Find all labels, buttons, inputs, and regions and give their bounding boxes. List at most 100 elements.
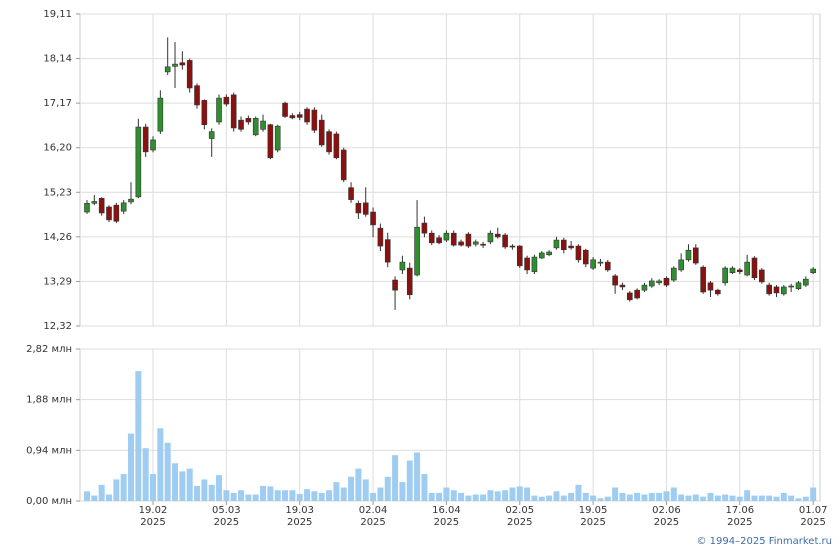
volume-bar (648, 492, 655, 501)
candle-body (384, 239, 391, 263)
candle-body (318, 119, 325, 146)
volume-bar (773, 496, 780, 501)
volume-bar (780, 492, 787, 501)
volume-bar (179, 471, 186, 501)
candle-body (516, 245, 523, 267)
candle-body (795, 282, 802, 290)
volume-bar (106, 494, 113, 501)
y-tick-label: 14,26 (43, 232, 72, 243)
candle-body (597, 261, 604, 264)
x-tick-label: 16.04 2025 (432, 505, 461, 528)
volume-bar (597, 498, 604, 501)
candle-body (538, 252, 545, 259)
candle-body (450, 232, 457, 246)
candle-body (142, 126, 149, 153)
volume-bar (436, 492, 443, 501)
volume-bar (267, 486, 274, 501)
candle-body (436, 237, 442, 244)
candle-body (715, 289, 721, 295)
candle-body (582, 249, 589, 265)
y-tick-label: 1,88 млн (26, 395, 72, 406)
candle-body (296, 114, 303, 118)
volume-bar (560, 495, 567, 501)
candle-body (693, 247, 699, 264)
volume-bar (208, 484, 215, 501)
y-tick-label: 13,29 (43, 276, 72, 287)
candle-body (678, 259, 684, 271)
volume-bar (634, 492, 641, 501)
volume-bar (245, 494, 252, 501)
candle-body (128, 198, 134, 203)
volume-bar (670, 487, 677, 501)
y-tick-label: 19,11 (43, 9, 72, 20)
candle-body (238, 119, 244, 130)
volume-bar (612, 487, 619, 501)
candle-body (458, 241, 464, 246)
candle-body (267, 124, 274, 159)
candle-body (472, 241, 479, 245)
volume-bar (252, 494, 259, 501)
candle-body (98, 197, 105, 214)
volume-bar (758, 495, 765, 501)
volume-bar (348, 476, 355, 501)
candle-body (406, 267, 413, 296)
candle-body (274, 125, 281, 151)
volume-bar (186, 468, 193, 501)
candle-body (333, 133, 340, 159)
candle-body (223, 96, 230, 105)
x-tick-label: 02.04 2025 (358, 505, 388, 528)
volume-bar (128, 433, 135, 501)
candle-body (230, 94, 237, 129)
volume-bar (766, 495, 773, 501)
candle-body (370, 211, 376, 226)
volume-bar (238, 490, 245, 501)
volume-bar (377, 487, 384, 501)
y-tick-label: 12,32 (43, 321, 72, 332)
volume-bar (751, 495, 758, 501)
candle-body (421, 222, 428, 234)
volume-bar (450, 490, 457, 501)
volume-bar (487, 490, 494, 501)
y-tick-label: 15,23 (43, 187, 72, 198)
volume-bar (164, 442, 171, 501)
candle-body (201, 100, 208, 126)
volume-bar (494, 491, 501, 501)
candle-body (648, 280, 655, 287)
candle-body (737, 269, 743, 273)
volume-bar (157, 428, 164, 501)
volume-bar (311, 491, 318, 501)
volume-bar (531, 495, 538, 501)
candle-body (524, 257, 530, 271)
volume-bar (91, 495, 98, 501)
volume-bar (524, 487, 531, 501)
volume-bar (406, 460, 413, 501)
x-tick-label: 19.05 2025 (578, 505, 608, 528)
volume-bar (304, 489, 311, 501)
candle-body (531, 256, 538, 273)
volume-bar (392, 455, 399, 501)
volume-bar (480, 494, 487, 501)
candle-body (546, 251, 552, 256)
candle-body (216, 97, 222, 123)
candle-body (751, 257, 758, 279)
volume-bar (516, 486, 523, 501)
y-tick-label: 18,14 (43, 54, 72, 65)
volume-bar (663, 491, 670, 501)
volume-bar (274, 490, 281, 501)
candle-body (729, 267, 736, 273)
volume-bar (795, 498, 802, 501)
candle-body (362, 202, 369, 215)
volume-bar (201, 479, 208, 501)
candle-body (494, 233, 501, 238)
candle-body (803, 278, 809, 286)
volume-bar (355, 468, 362, 501)
volume-bar (692, 494, 699, 501)
candle-body (179, 62, 186, 66)
candle-body (84, 203, 90, 213)
volume-bar (590, 495, 597, 501)
volume-bar (98, 484, 105, 501)
candle-body (480, 243, 486, 246)
candle-body (502, 234, 508, 248)
volume-bar (802, 496, 809, 501)
